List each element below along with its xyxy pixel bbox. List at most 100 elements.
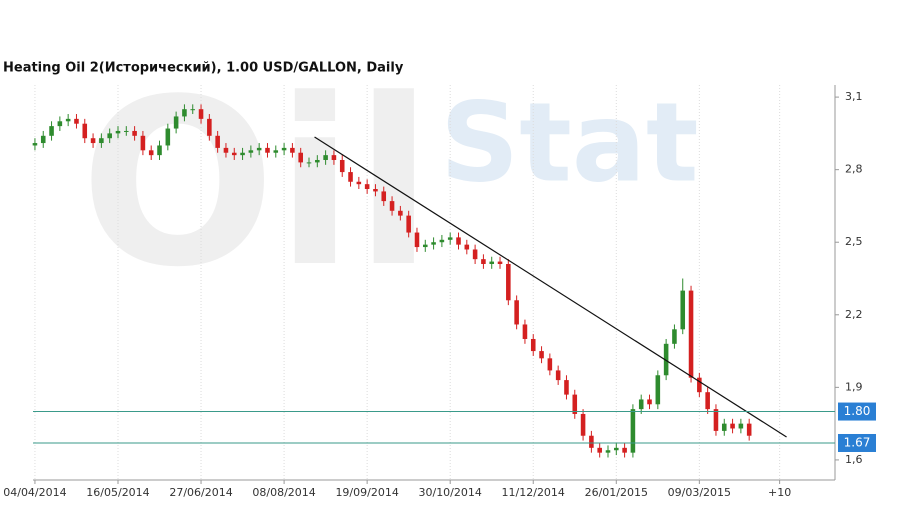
candle-body bbox=[157, 145, 162, 156]
candle-body bbox=[148, 150, 154, 156]
level-label: 1.67 bbox=[844, 435, 871, 449]
candle-body bbox=[630, 409, 636, 453]
candle-body bbox=[32, 143, 38, 146]
candle-body bbox=[124, 130, 129, 132]
candle-body bbox=[306, 162, 312, 164]
candle-body bbox=[49, 126, 54, 136]
candle-body bbox=[555, 370, 561, 381]
x-tick-label: 09/03/2015 bbox=[668, 486, 731, 499]
y-tick-label: 2,8 bbox=[845, 163, 863, 176]
y-tick-label: 2,5 bbox=[845, 235, 863, 248]
candle-body bbox=[339, 159, 345, 173]
candle-body bbox=[697, 377, 702, 393]
candle-body bbox=[40, 135, 46, 144]
y-tick-label: 1,9 bbox=[845, 380, 863, 393]
x-tick-label: 27/06/2014 bbox=[169, 486, 232, 499]
candle-body bbox=[281, 147, 287, 151]
candle-body bbox=[132, 130, 137, 136]
candle-body bbox=[115, 130, 121, 134]
candle-body bbox=[165, 128, 171, 146]
candle-body bbox=[356, 181, 362, 185]
candle-body bbox=[638, 399, 644, 410]
candle-body bbox=[680, 290, 686, 330]
candle-body bbox=[738, 423, 744, 429]
candle-body bbox=[547, 358, 553, 371]
y-tick-label: 1,6 bbox=[845, 453, 863, 466]
chart-title: Heating Oil 2(Исторический), 1.00 USD/GA… bbox=[3, 61, 404, 76]
candle-body bbox=[99, 138, 104, 144]
x-tick-label: 04/04/2014 bbox=[3, 486, 66, 499]
candle-body bbox=[57, 121, 63, 127]
candle-body bbox=[414, 232, 420, 248]
candle-body bbox=[746, 423, 752, 436]
candle-body bbox=[273, 150, 279, 153]
candle-body bbox=[431, 242, 436, 245]
candle-body bbox=[406, 215, 411, 233]
candle-body bbox=[439, 239, 445, 243]
candle-body bbox=[256, 147, 262, 151]
candle-body bbox=[721, 423, 727, 431]
x-tick-label: 11/12/2014 bbox=[502, 486, 565, 499]
x-tick-label: 08/08/2014 bbox=[252, 486, 315, 499]
level-label: 1.80 bbox=[844, 404, 871, 418]
candle-body bbox=[223, 147, 229, 153]
candle-body bbox=[564, 380, 569, 395]
candle-body bbox=[622, 447, 627, 453]
x-tick-label: 30/10/2014 bbox=[418, 486, 481, 499]
candle-body bbox=[381, 191, 387, 202]
candle-body bbox=[290, 147, 295, 153]
candle-body bbox=[65, 118, 71, 122]
candle-body bbox=[655, 375, 661, 405]
x-tick-label: +10 bbox=[768, 486, 791, 499]
candle-body bbox=[456, 237, 461, 245]
candle-body bbox=[672, 329, 677, 344]
candle-body bbox=[248, 150, 254, 153]
candle-body bbox=[140, 135, 146, 151]
candle-body bbox=[663, 343, 669, 376]
candle-body bbox=[364, 184, 370, 190]
candle-body bbox=[497, 261, 503, 264]
candle-body bbox=[422, 244, 428, 248]
level-label-box bbox=[838, 433, 876, 452]
candle-body bbox=[182, 109, 187, 117]
x-tick-label: 19/09/2014 bbox=[335, 486, 398, 499]
candle-body bbox=[74, 118, 79, 124]
candle-body bbox=[472, 249, 478, 260]
candle-body bbox=[481, 259, 486, 264]
candle-body bbox=[331, 155, 337, 160]
candle-body bbox=[605, 450, 611, 453]
candle-body bbox=[514, 300, 519, 325]
candle-body bbox=[530, 338, 536, 352]
level-label-box bbox=[838, 402, 876, 421]
x-tick-label: 26/01/2015 bbox=[585, 486, 648, 499]
candle-body bbox=[705, 392, 710, 410]
candle-body bbox=[231, 152, 237, 156]
candle-body bbox=[298, 152, 303, 163]
candle-body bbox=[614, 447, 619, 451]
candle-body bbox=[82, 123, 88, 139]
candle-body bbox=[190, 109, 196, 111]
candle-body bbox=[713, 409, 719, 431]
watermark: Stat bbox=[440, 78, 699, 206]
candle-body bbox=[489, 261, 495, 264]
candle-body bbox=[389, 201, 395, 211]
candle-body bbox=[647, 399, 652, 405]
candle-body bbox=[572, 394, 578, 414]
candle-body bbox=[315, 159, 320, 163]
candle-body bbox=[107, 133, 112, 139]
candle-body bbox=[398, 210, 403, 216]
candle-body bbox=[539, 351, 544, 359]
candle-body bbox=[265, 147, 270, 153]
candle-body bbox=[90, 138, 96, 144]
candle-body bbox=[198, 109, 204, 119]
candle-body bbox=[215, 135, 220, 148]
candle-body bbox=[207, 118, 212, 136]
candle-body bbox=[240, 152, 245, 156]
candle-body bbox=[447, 237, 453, 240]
candle-body bbox=[348, 172, 353, 182]
candle-body bbox=[589, 435, 594, 448]
candle-body bbox=[464, 244, 470, 250]
candle-body bbox=[580, 413, 586, 436]
candle-body bbox=[522, 324, 528, 339]
